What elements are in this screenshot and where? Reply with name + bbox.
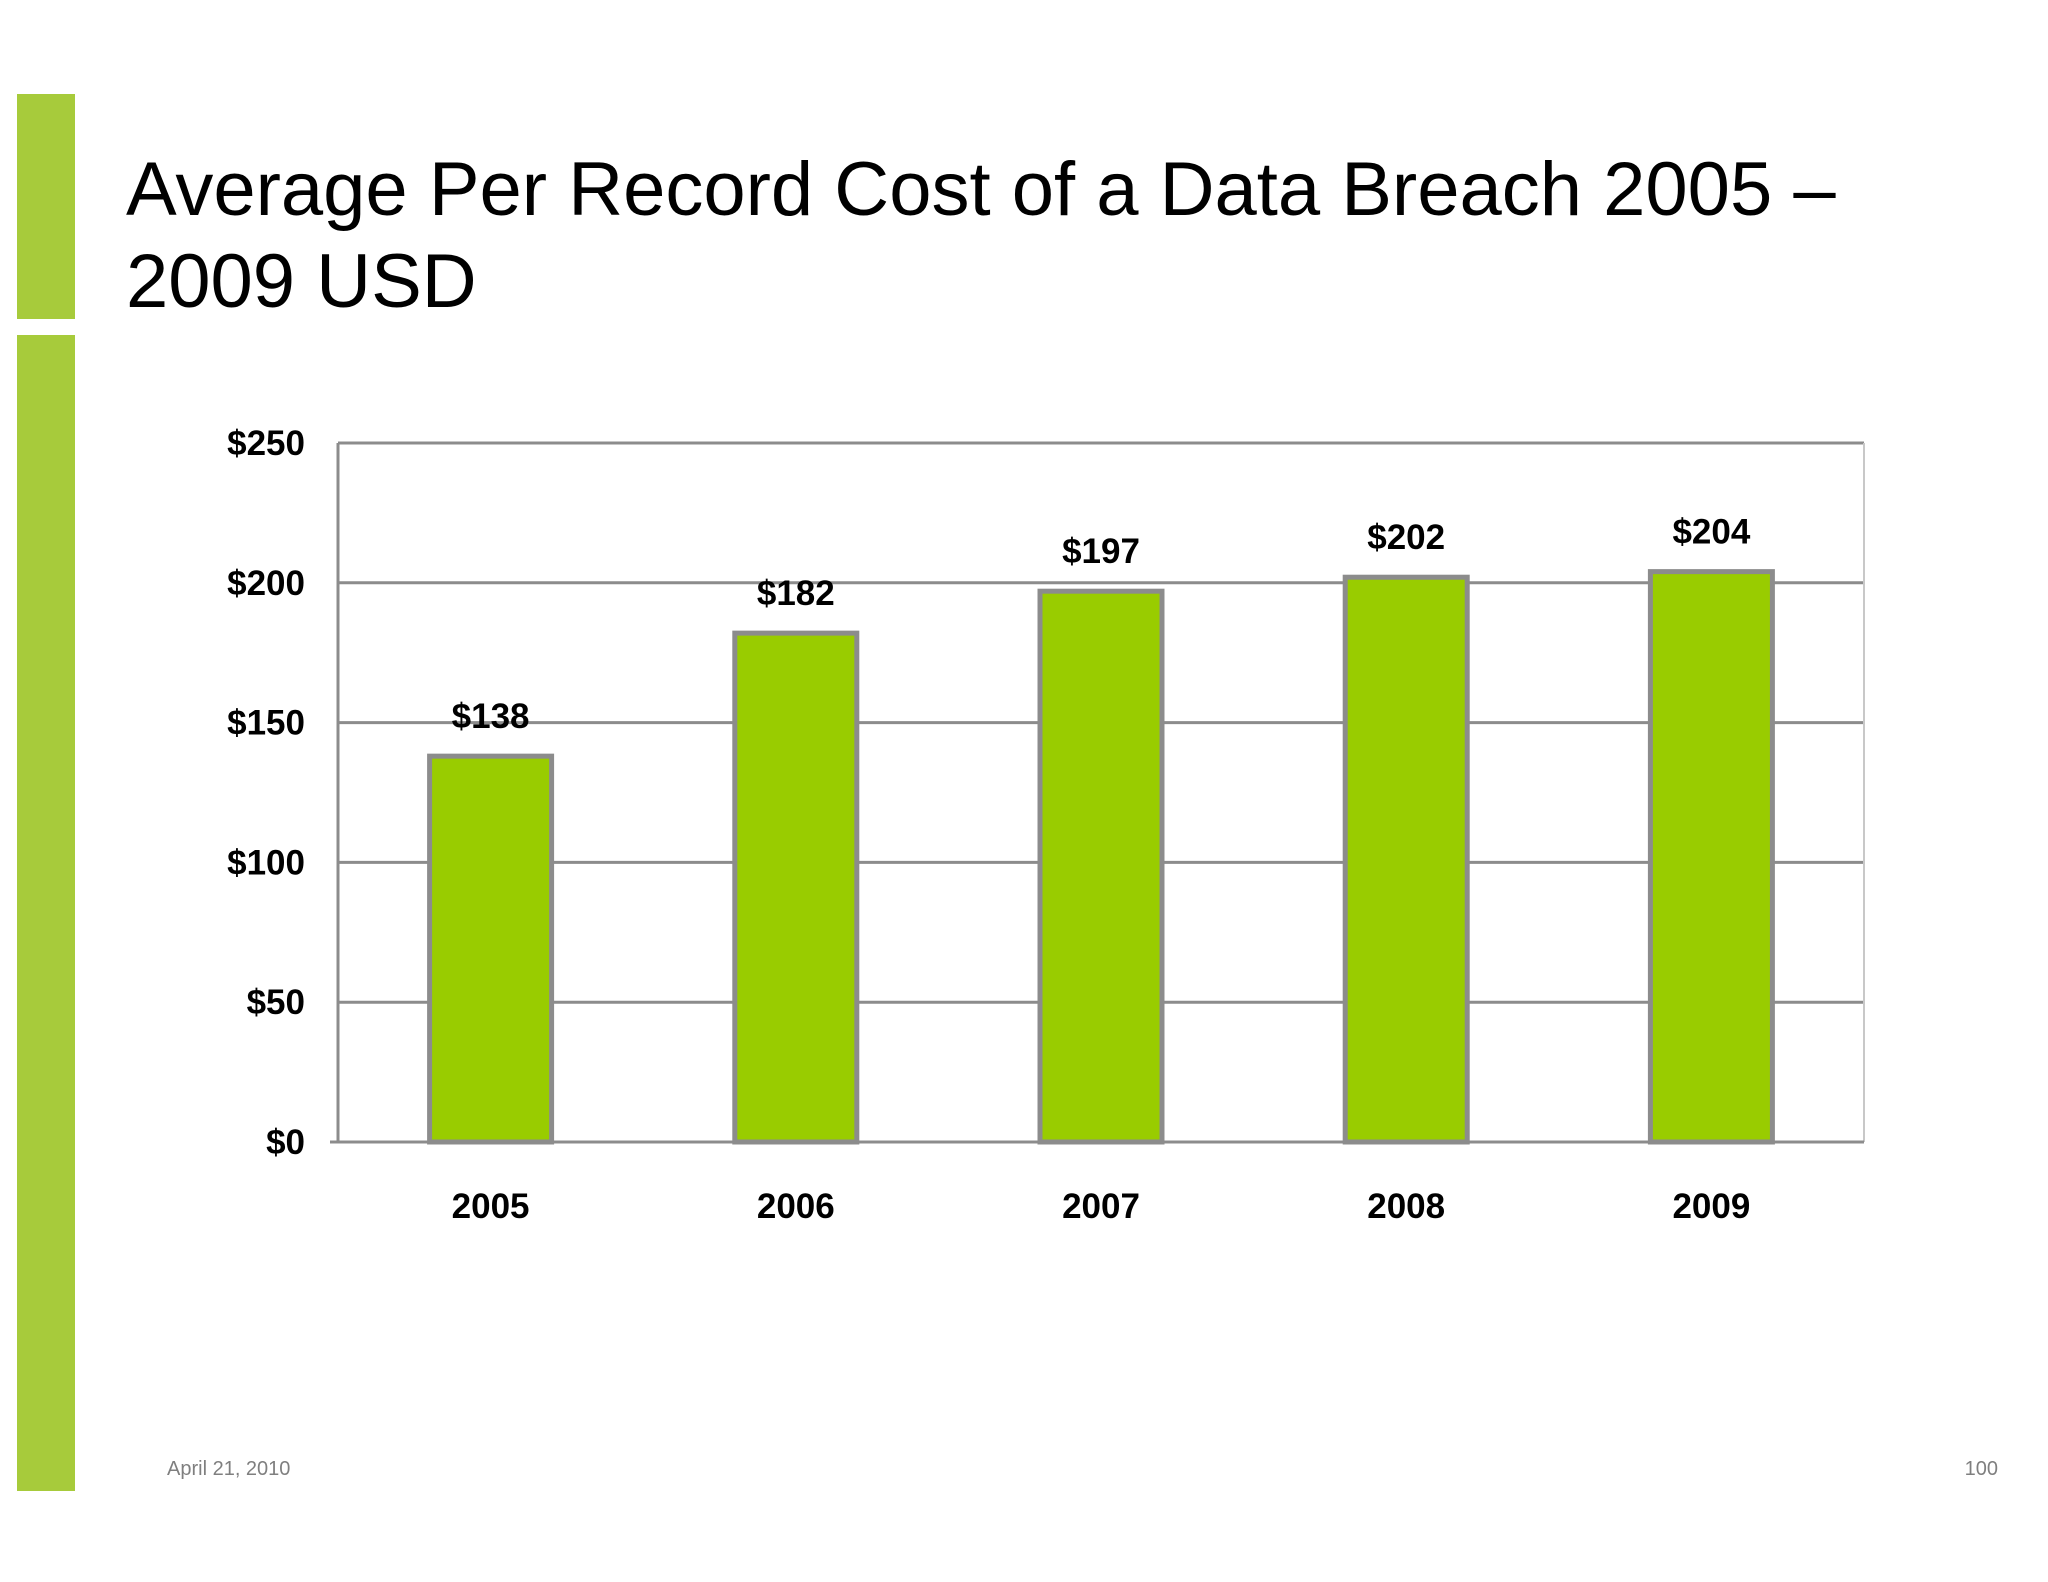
accent-bar-bottom	[17, 335, 75, 1491]
slide-title: Average Per Record Cost of a Data Breach…	[126, 147, 1836, 324]
y-tick-label: $100	[227, 843, 305, 882]
x-tick-label-2007: 2007	[1062, 1187, 1140, 1226]
y-tick-label: $250	[227, 424, 305, 463]
x-tick-label-2008: 2008	[1367, 1187, 1445, 1226]
x-tick-label-2009: 2009	[1672, 1187, 1750, 1226]
accent-bar-top	[17, 94, 75, 319]
x-tick-label-2006: 2006	[757, 1187, 835, 1226]
axes	[330, 443, 1865, 1144]
x-tick-label-2005: 2005	[452, 1187, 530, 1226]
data-label-2009: $204	[1672, 513, 1750, 552]
y-tick-label: $50	[247, 983, 305, 1022]
bar-2007	[1037, 588, 1165, 1145]
data-label-2006: $182	[757, 574, 835, 613]
y-tick-label: $150	[227, 704, 305, 743]
footer-date: April 21, 2010	[167, 1458, 291, 1480]
data-label-2007: $197	[1062, 532, 1140, 571]
y-tick-label: $0	[266, 1123, 305, 1162]
data-label-2005: $138	[452, 697, 530, 736]
bars	[427, 569, 1775, 1145]
y-tick-label: $200	[227, 564, 305, 603]
bar-2006	[732, 630, 860, 1145]
bar-2005	[427, 753, 555, 1145]
page-number: 100	[1964, 1458, 1998, 1480]
labels: $0 $50 $100 $150 $200 $250 $138 2005 $182 2006 $19…	[227, 424, 1751, 1226]
bar-2008	[1342, 574, 1470, 1145]
bar-2009	[1647, 569, 1775, 1145]
data-label-2008: $202	[1367, 518, 1445, 557]
